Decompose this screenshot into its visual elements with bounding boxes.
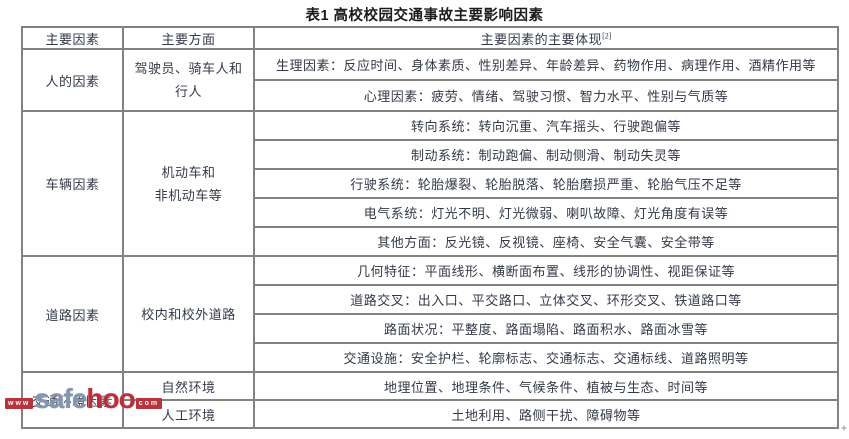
manifestation-cell: 交通设施：安全护栏、轮廓标志、交通标志、交通标线、道路照明等 <box>253 342 839 373</box>
header-manifestation: 主要因素的主要体现[2] <box>253 26 839 50</box>
manifestation-cell: 转向系统：转向沉重、汽车摇头、行驶跑偏等 <box>253 110 839 141</box>
header-manifestation-label: 主要因素的主要体现 <box>480 31 603 47</box>
manifestation-cell: 道路交叉：出入口、平交路口、立体交叉、环形交叉、铁道路口等 <box>253 284 839 315</box>
table-row: 电气系统：灯光不明、灯光微弱、喇叭故障、灯光角度有误等 <box>22 197 839 228</box>
aspect-line: 驾驶员、骑车人和 <box>134 61 243 76</box>
watermark-www-badge: www <box>5 398 34 409</box>
page-title: 表1 高校校园交通事故主要影响因素 <box>305 8 544 24</box>
table-row: 制动系统：制动跑偏、制动侧滑、制动失灵等 <box>22 139 839 170</box>
table-row: 道路交叉：出入口、平交路口、立体交叉、环形交叉、铁道路口等 <box>22 284 839 315</box>
manifestation-cell: 路面状况：平整度、路面塌陷、路面积水、路面冰雪等 <box>253 313 839 344</box>
manifestation-cell: 土地利用、路侧干扰、障碍物等 <box>253 399 839 429</box>
table-row: 交通环境因素 自然环境 地理位置、地理条件、气候条件、植被与生态、时间等 <box>21 371 839 429</box>
header-citation-note: [2] <box>602 31 612 41</box>
aspect-line: 机动车和 <box>161 164 216 180</box>
aspect-cell-vehicle: 机动车和 非机动车等 <box>122 110 255 257</box>
aspect-cell-natural: 自然环境 <box>122 371 255 401</box>
manifestation-cell: 制动系统：制动跑偏、制动侧滑、制动失灵等 <box>253 139 839 170</box>
table-row: 道路因素 校内和校外道路 几何特征：平面线形、横断面布置、线形的协调性、视距保证… <box>21 255 839 373</box>
aspect-cell-artificial: 人工环境 <box>122 399 255 429</box>
factor-cell-human: 人的因素 <box>21 48 124 112</box>
factors-table: 主要因素 主要方面 主要因素的主要体现[2] 人的因素 驾驶员、骑车人和 行人 … <box>21 26 839 429</box>
manifestation-cell: 行驶系统：轮胎爆裂、轮胎脱落、轮胎磨损严重、轮胎气压不足等 <box>253 168 839 199</box>
table-row: 其他方面：反光镜、反视镜、座椅、安全气囊、安全带等 <box>22 226 839 257</box>
factor-cell-environment: 交通环境因素 <box>21 371 124 429</box>
factor-cell-vehicle: 车辆因素 <box>21 110 124 257</box>
manifestation-cell: 几何特征：平面线形、横断面布置、线形的协调性、视距保证等 <box>253 255 839 286</box>
table-header-row: 主要因素 主要方面 主要因素的主要体现[2] <box>21 26 839 50</box>
table-row: 心理因素：疲劳、情绪、驾驶习惯、智力水平、性别与气质等 <box>22 79 839 112</box>
watermark-com-badge: com <box>135 398 163 409</box>
safehoo-watermark: www safe hoo com <box>5 383 163 414</box>
table-row: 人工环境 土地利用、路侧干扰、障碍物等 <box>22 399 839 429</box>
header-main-factor: 主要因素 <box>21 26 124 50</box>
watermark-hoo-text: hoo <box>86 383 135 414</box>
cursor-artifact: + <box>840 423 847 434</box>
table-row: 人的因素 驾驶员、骑车人和 行人 生理因素：反应时间、身体素质、性别差异、年龄差… <box>21 48 839 112</box>
manifestation-cell: 电气系统：灯光不明、灯光微弱、喇叭故障、灯光角度有误等 <box>253 197 839 228</box>
table-row: 路面状况：平整度、路面塌陷、路面积水、路面冰雪等 <box>22 313 839 344</box>
aspect-line: 非机动车等 <box>154 187 223 203</box>
manifestation-cell: 心理因素：疲劳、情绪、驾驶习惯、智力水平、性别与气质等 <box>253 79 839 112</box>
aspect-cell-human: 驾驶员、骑车人和 行人 <box>122 48 255 112</box>
table-row: 交通设施：安全护栏、轮廓标志、交通标志、交通标线、道路照明等 <box>22 342 839 373</box>
aspect-cell-road: 校内和校外道路 <box>122 255 255 373</box>
manifestation-cell: 其他方面：反光镜、反视镜、座椅、安全气囊、安全带等 <box>253 226 839 257</box>
table-row: 行驶系统：轮胎爆裂、轮胎脱落、轮胎磨损严重、轮胎气压不足等 <box>22 168 839 199</box>
manifestation-cell: 生理因素：反应时间、身体素质、性别差异、年龄差异、药物作用、病理作用、酒精作用等 <box>253 48 839 81</box>
manifestation-cell: 地理位置、地理条件、气候条件、植被与生态、时间等 <box>253 371 839 401</box>
watermark-safe-text: safe <box>34 383 87 414</box>
factor-cell-road: 道路因素 <box>21 255 124 373</box>
table-row: 车辆因素 机动车和 非机动车等 转向系统：转向沉重、汽车摇头、行驶跑偏等 <box>21 110 839 257</box>
aspect-line: 校内和校外道路 <box>141 306 236 322</box>
header-main-aspect: 主要方面 <box>122 26 255 50</box>
aspect-line: 行人 <box>174 84 202 99</box>
